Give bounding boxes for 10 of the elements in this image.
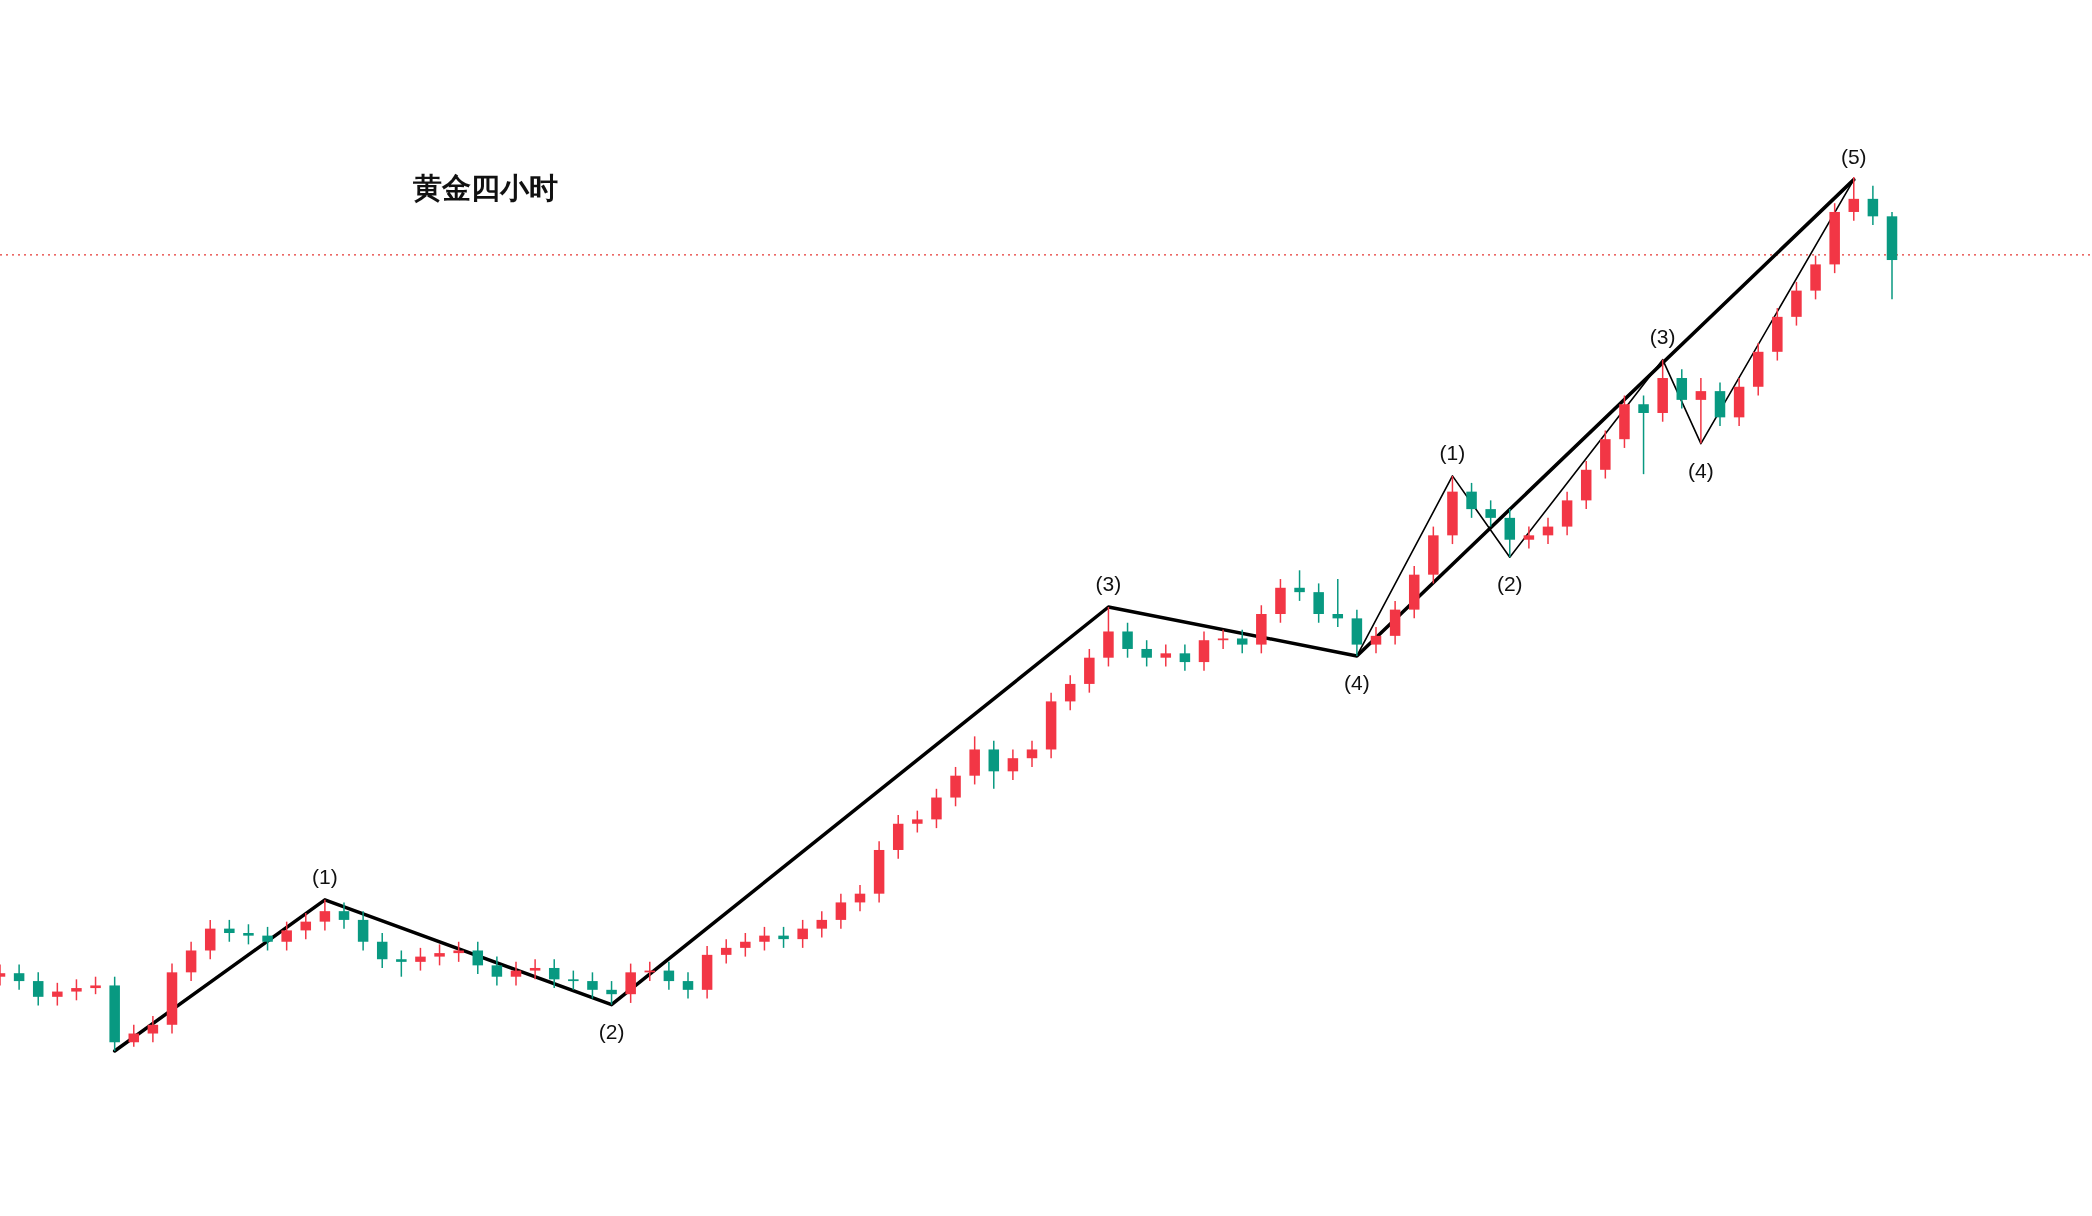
chart-title: 黄金四小时 [412, 172, 558, 204]
annotation: (2) [598, 1019, 625, 1043]
annotation: (2) [1496, 572, 1523, 596]
annotation: (3) [1649, 324, 1676, 348]
annotation: (3) [1095, 572, 1122, 596]
annotation: (1) [1439, 440, 1466, 464]
annotation: (4) [1688, 458, 1714, 482]
annotation: (4) [1344, 670, 1370, 694]
annotation: (5) [1840, 144, 1867, 168]
annotation: (1) [312, 864, 338, 888]
